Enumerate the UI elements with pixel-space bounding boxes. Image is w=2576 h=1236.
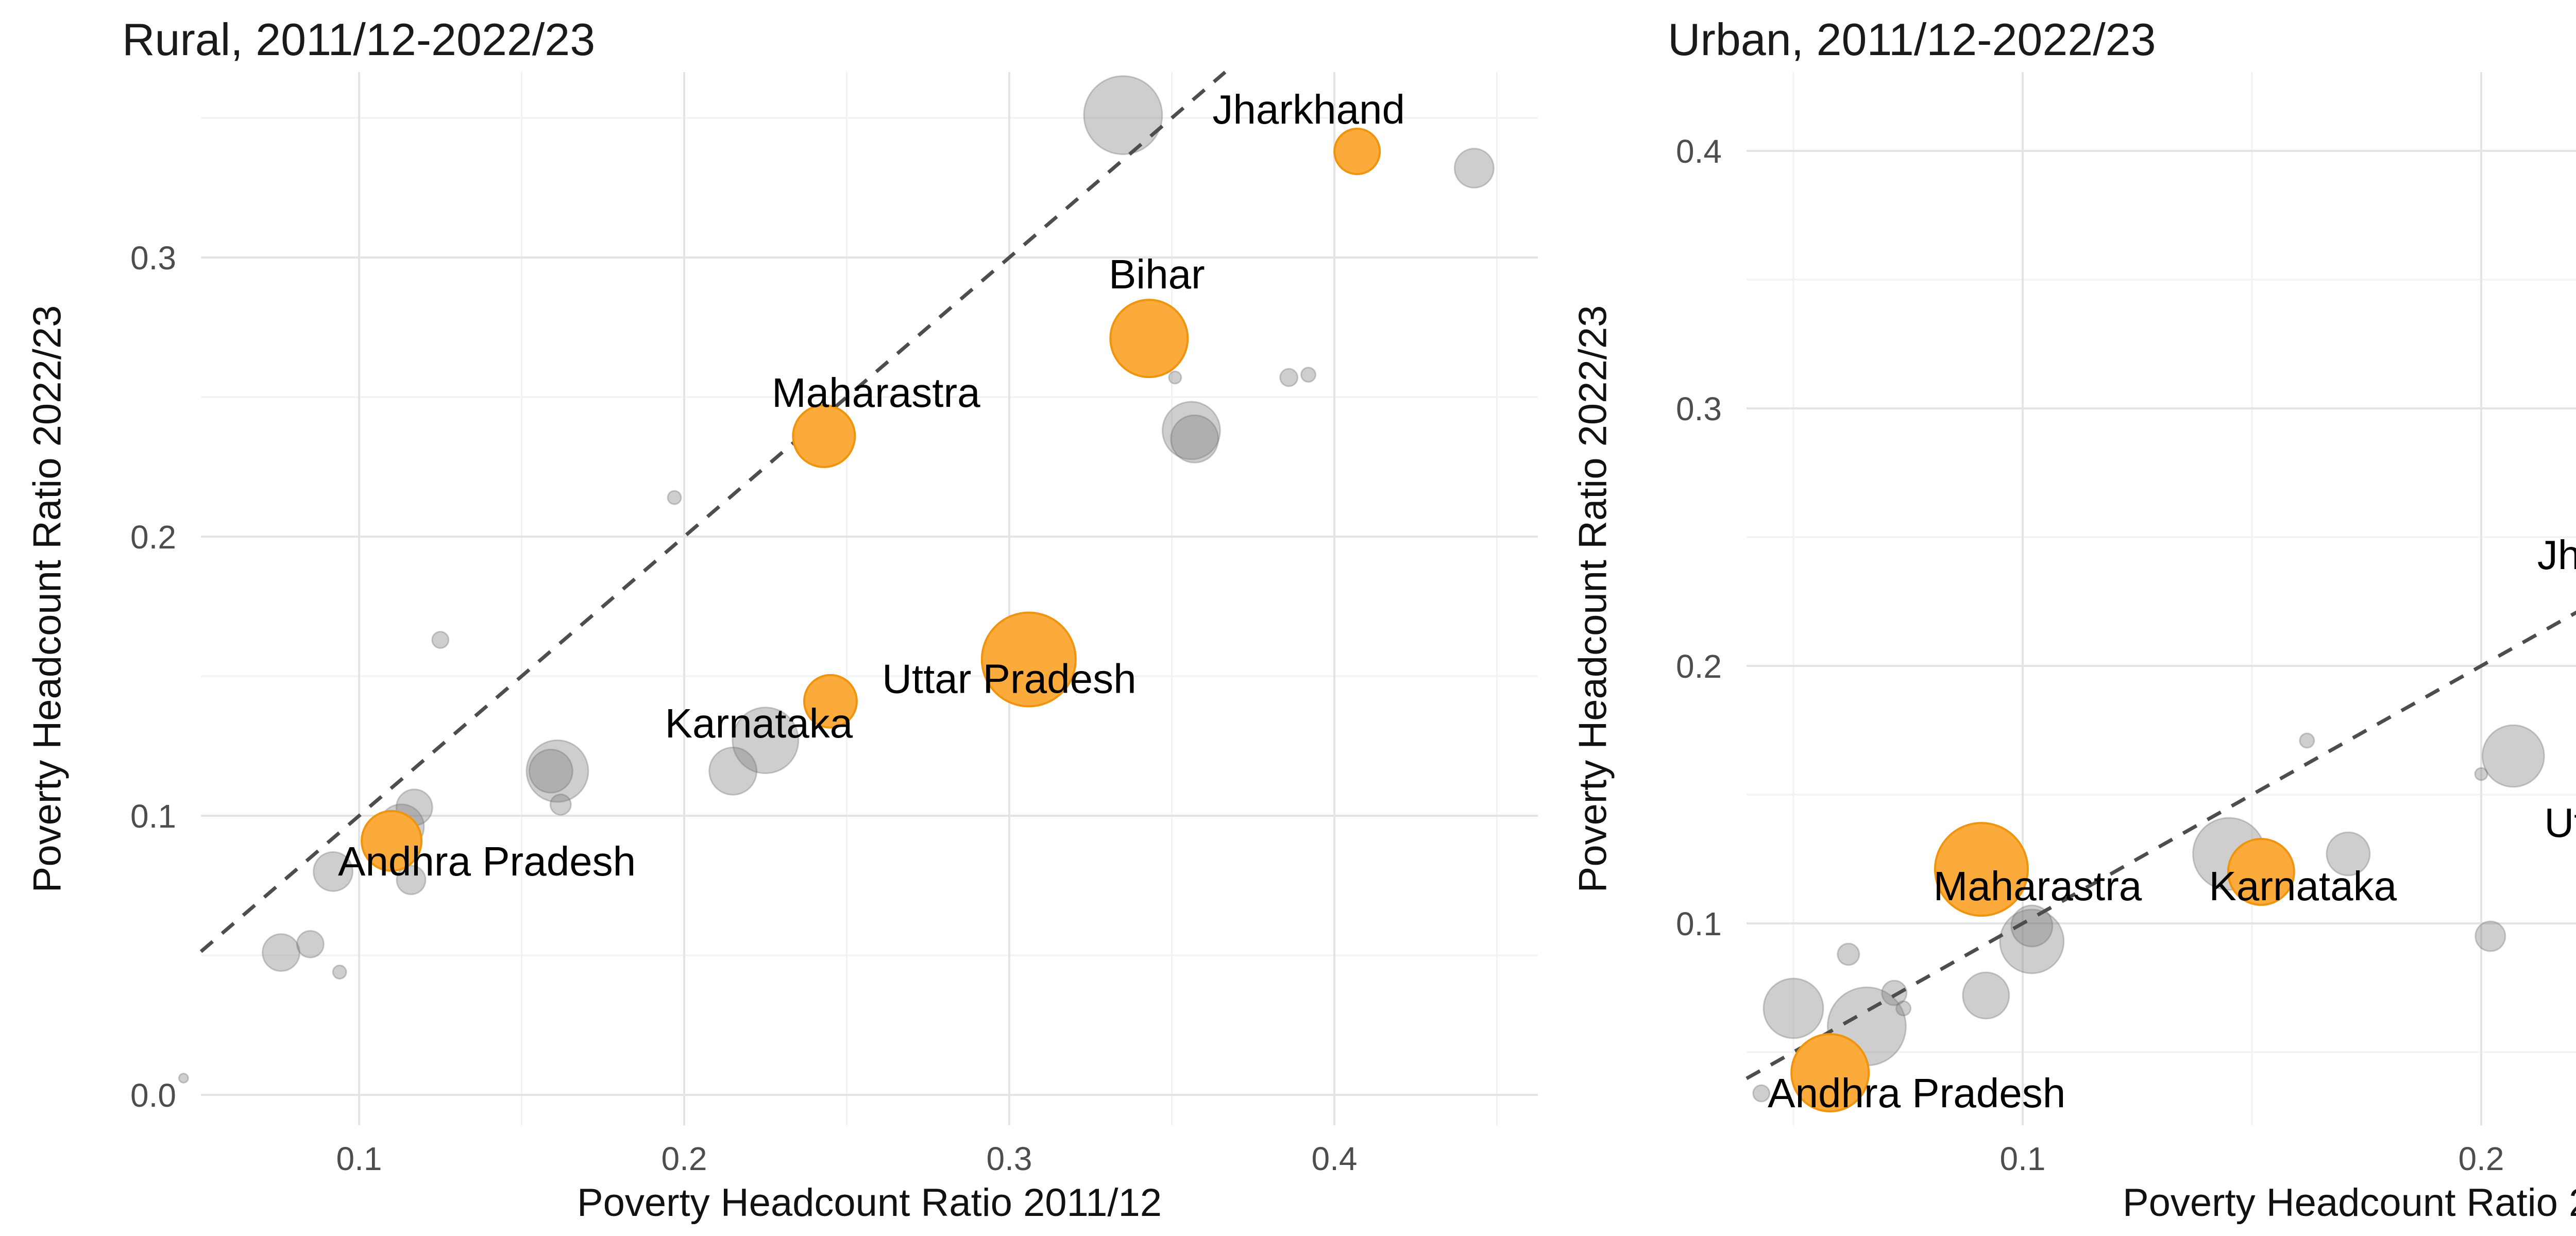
x-tick-label: 0.4 bbox=[1312, 1140, 1358, 1177]
other-state-bubble bbox=[1881, 980, 1908, 1006]
other-state-bubble bbox=[526, 739, 589, 803]
other-state-bubble bbox=[332, 965, 347, 980]
other-state-bubble bbox=[1170, 414, 1219, 464]
x-tick-label: 0.2 bbox=[662, 1140, 707, 1177]
state-bubble-maharastra bbox=[792, 404, 856, 468]
other-state-bubble bbox=[431, 631, 450, 649]
other-state-bubble bbox=[528, 748, 573, 794]
other-state-bubble bbox=[1168, 370, 1182, 385]
other-state-bubble bbox=[313, 851, 354, 892]
other-state-bubble bbox=[732, 707, 800, 775]
state-bubble-karnataka bbox=[2227, 838, 2295, 906]
y-tick-label: 0.0 bbox=[130, 1077, 176, 1114]
y-tick-label: 0.2 bbox=[130, 519, 176, 556]
state-label-andhra-pradesh: Andhra Pradesh bbox=[338, 838, 636, 884]
x-tick-label: 0.1 bbox=[336, 1140, 382, 1177]
panel-rural: 0.1 0.2 0.3 0.4 0.0 0.1 0.2 0.3 Andhra Pradesh Ka… bbox=[25, 14, 1538, 1225]
other-state-bubble bbox=[1752, 1084, 1771, 1103]
state-label-maharastra: Maharastra bbox=[772, 370, 980, 416]
y-tick-label: 0.4 bbox=[1676, 133, 1722, 170]
other-state-bubble bbox=[262, 933, 301, 972]
state-bubble-andhra-pradesh bbox=[1790, 1033, 1870, 1112]
other-state-bubble bbox=[549, 793, 572, 816]
rural-panel-title: Rural, 2011/12-2022/23 bbox=[122, 14, 596, 65]
other-state-bubble bbox=[396, 865, 427, 896]
identity-line bbox=[199, 71, 1227, 953]
rural-x-axis-label: Poverty Headcount Ratio 2011/12 bbox=[577, 1181, 1162, 1225]
other-state-bubble bbox=[1279, 368, 1299, 387]
state-label-bihar: Bihar bbox=[1109, 251, 1205, 297]
other-state-bubble bbox=[1837, 942, 1860, 966]
urban-y-axis-label: Poverty Headcount Ratio 2022/23 bbox=[1571, 305, 1615, 893]
other-state-bubble bbox=[296, 930, 325, 958]
y-tick-label: 0.3 bbox=[1676, 390, 1722, 427]
state-bubble-karnataka bbox=[803, 674, 858, 729]
state-label-andhra-pradesh: Andhra Pradesh bbox=[1768, 1070, 2065, 1116]
urban-x-axis-label: Poverty Headcount Ratio 2011/12 bbox=[2122, 1181, 2576, 1225]
other-state-bubble bbox=[1300, 367, 1317, 383]
rural-chart-svg: 0.1 0.2 0.3 0.4 0.0 0.1 0.2 0.3 Andhra Pradesh Ka… bbox=[130, 71, 1538, 1177]
state-label-uttar-pradesh: Uttar Pradesh bbox=[2544, 800, 2576, 846]
other-state-bubble bbox=[1161, 401, 1221, 460]
state-label-karnataka: Karnataka bbox=[665, 700, 853, 746]
other-state-bubble bbox=[1083, 75, 1163, 156]
state-bubble-bihar bbox=[1109, 299, 1189, 379]
y-tick-label: 0.2 bbox=[1676, 648, 1722, 685]
y-tick-label: 0.3 bbox=[130, 239, 176, 277]
x-tick-label: 0.2 bbox=[2459, 1140, 2504, 1177]
other-state-bubble bbox=[1962, 971, 2010, 1020]
x-tick-label: 0.1 bbox=[2000, 1140, 2046, 1177]
other-state-bubble bbox=[2299, 732, 2315, 749]
urban-panel-title: Urban, 2011/12-2022/23 bbox=[1668, 14, 2156, 65]
other-state-bubble bbox=[2474, 767, 2488, 781]
identity-line bbox=[1745, 610, 2576, 1080]
state-label-jharkhand: Jharkhand bbox=[1212, 87, 1405, 132]
y-tick-label: 0.1 bbox=[130, 798, 176, 835]
other-state-bubble bbox=[2010, 904, 2054, 948]
y-tick-label: 0.1 bbox=[1676, 905, 1722, 942]
other-state-bubble bbox=[178, 1072, 189, 1084]
state-label-uttar-pradesh: Uttar Pradesh bbox=[882, 656, 1137, 701]
other-state-bubble bbox=[667, 490, 682, 505]
other-state-bubble bbox=[1762, 977, 1824, 1039]
other-state-bubble bbox=[2481, 724, 2545, 788]
other-state-bubble bbox=[708, 746, 758, 796]
state-bubble-jharkhand bbox=[1333, 128, 1381, 176]
state-label-jharkhand: Jharkhand bbox=[2537, 532, 2576, 578]
state-bubble-maharastra bbox=[1934, 822, 2029, 917]
x-tick-label: 0.3 bbox=[987, 1140, 1032, 1177]
state-bubble-andhra-pradesh bbox=[361, 810, 423, 872]
other-state-bubble bbox=[1453, 148, 1495, 189]
state-bubble-uttar-pradesh bbox=[980, 611, 1077, 708]
rural-y-axis-label: Poverty Headcount Ratio 2022/23 bbox=[25, 305, 70, 893]
state-label-maharastra: Maharastra bbox=[1934, 863, 2142, 909]
other-state-bubble bbox=[2326, 831, 2371, 877]
other-state-bubble bbox=[2475, 920, 2506, 952]
state-label-karnataka: Karnataka bbox=[2209, 863, 2397, 909]
other-state-bubble bbox=[1895, 1000, 1912, 1017]
